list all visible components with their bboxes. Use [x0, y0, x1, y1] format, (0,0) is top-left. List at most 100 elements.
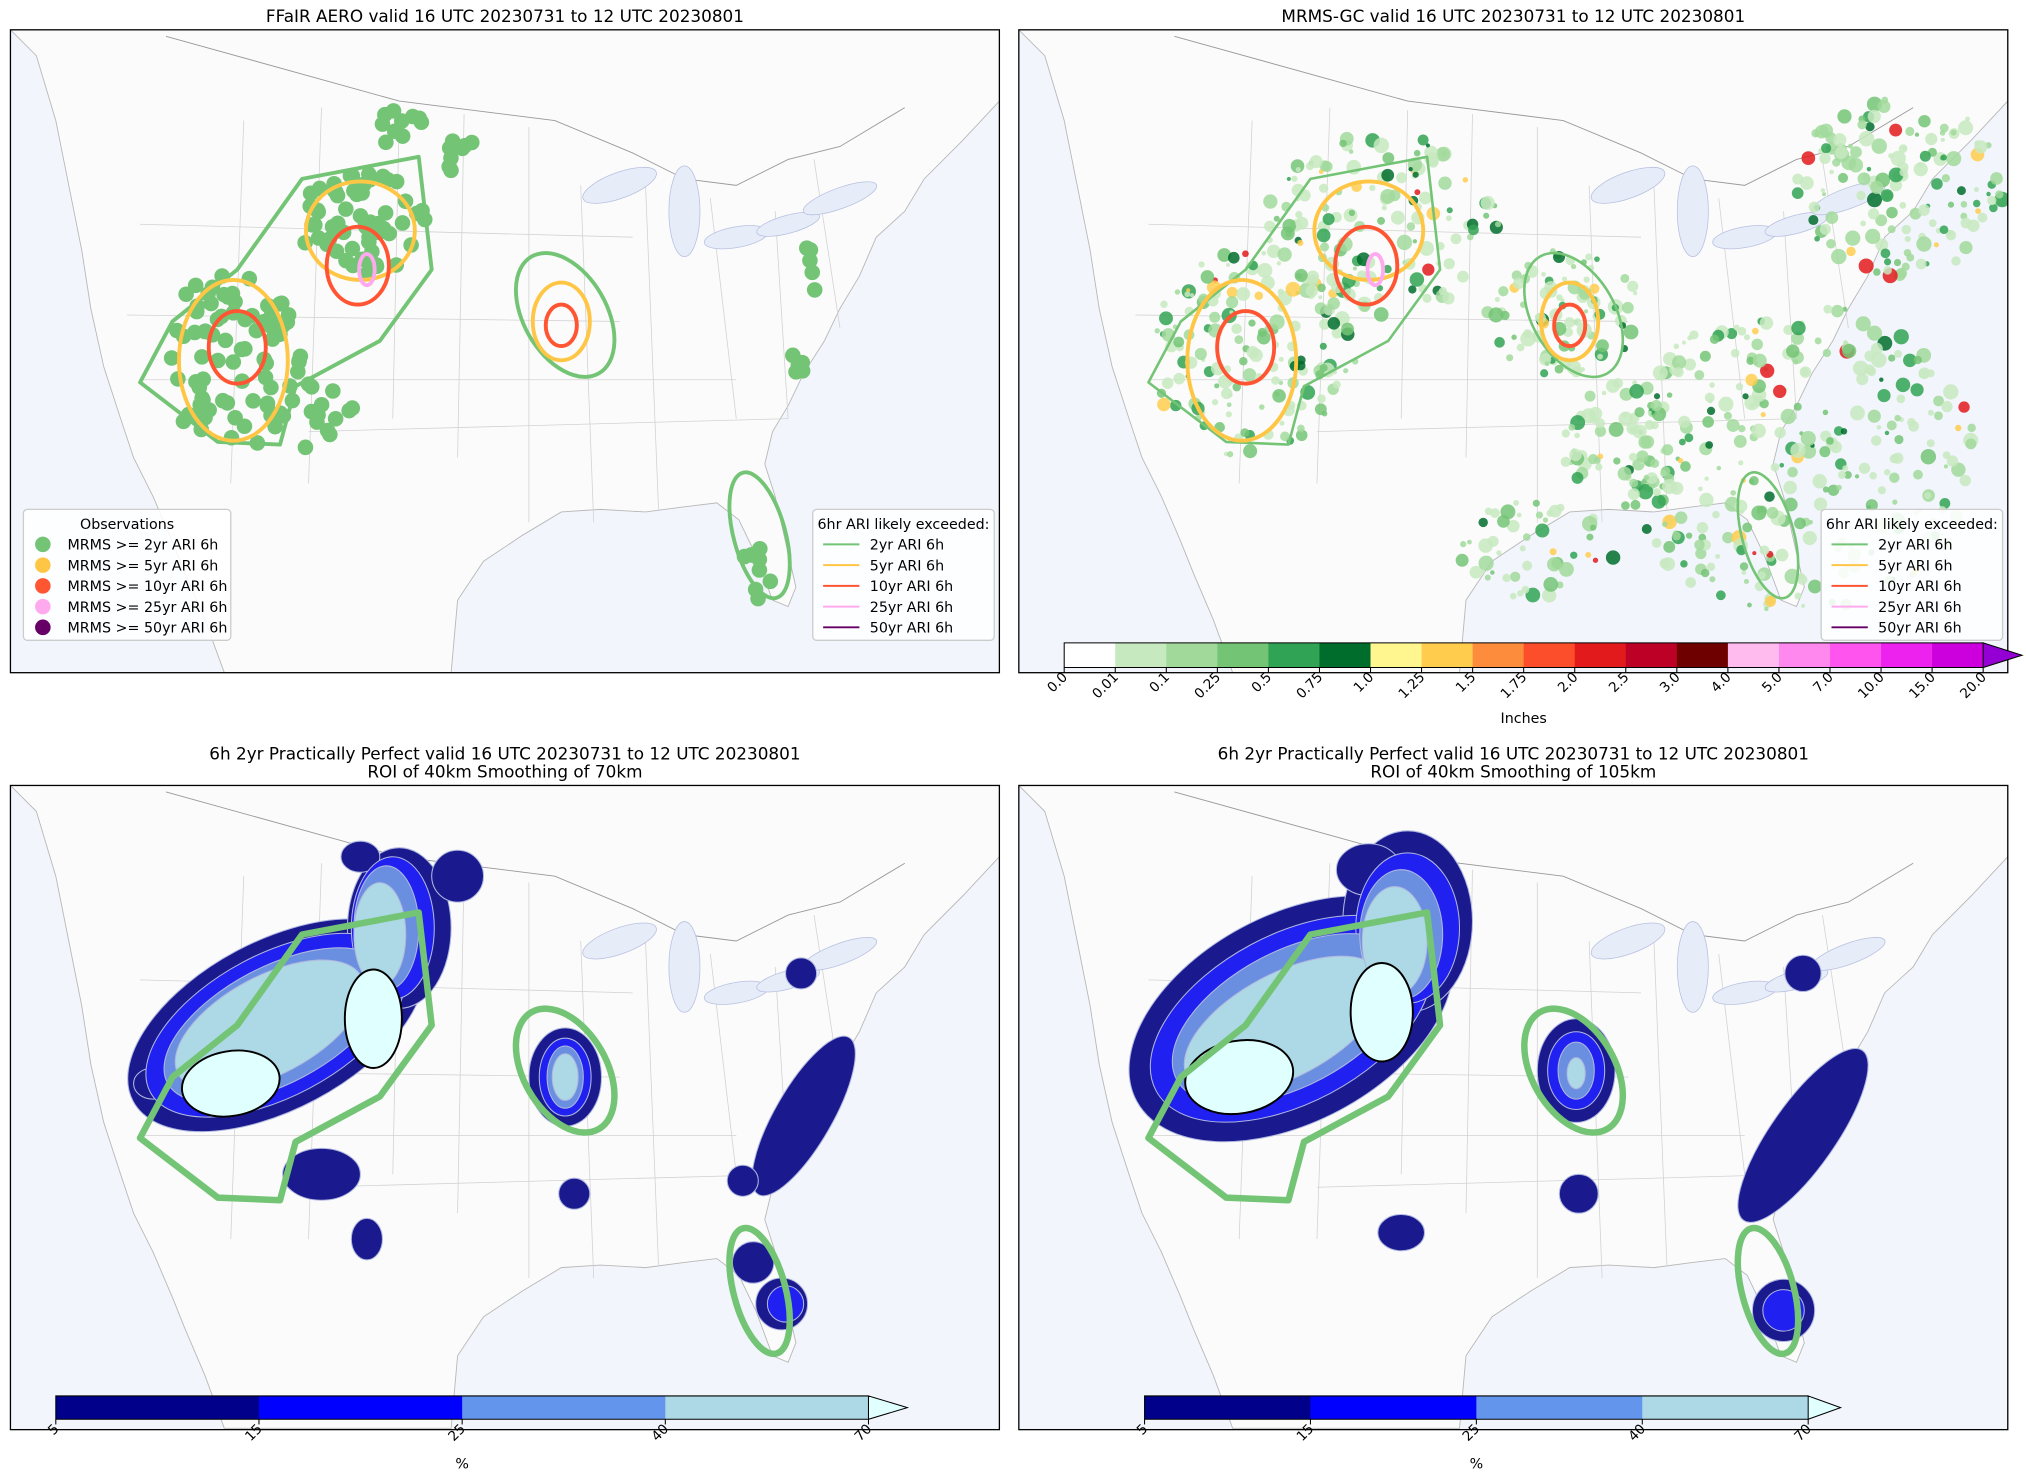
precip-cell — [1933, 242, 1939, 248]
observation — [259, 395, 276, 412]
precip-cell — [1496, 550, 1502, 556]
precip-cell — [1800, 176, 1814, 190]
precip-cell — [1764, 606, 1769, 612]
precip-cell — [1884, 258, 1892, 266]
precip-cell — [1605, 550, 1621, 565]
precip-cell — [1807, 579, 1822, 594]
precip-cell — [1814, 337, 1822, 345]
precip-cell — [1554, 364, 1564, 374]
precip-cell — [1877, 389, 1891, 403]
colorbar-bin — [1727, 642, 1780, 668]
precip-cell — [1494, 337, 1505, 348]
precip-cell — [1226, 402, 1232, 408]
precip-cell — [1295, 216, 1309, 230]
observation — [388, 173, 405, 190]
precip-cell — [1637, 484, 1654, 500]
precip-cell — [1892, 499, 1898, 505]
observation — [163, 350, 180, 366]
precip-cell — [1674, 511, 1688, 524]
precip-cell — [1644, 420, 1655, 430]
precip-cell — [1965, 116, 1970, 122]
precip-cell — [1414, 189, 1421, 196]
ari-contour — [1333, 224, 1400, 307]
land — [10, 29, 1000, 673]
precip-cell — [1634, 407, 1645, 418]
precip-cell — [1623, 324, 1639, 340]
precip-cell — [1559, 561, 1574, 577]
precip-cell — [1826, 437, 1834, 445]
observation — [370, 215, 386, 232]
precip-cell — [1264, 220, 1276, 232]
precip-cell — [1628, 452, 1638, 462]
precip-cell — [1570, 551, 1578, 559]
precip-cell — [1826, 239, 1836, 249]
precip-cell — [1734, 499, 1748, 513]
precip-cell — [1958, 401, 1970, 413]
panel-title: MRMS-GC valid 16 UTC 20230731 to 12 UTC … — [1281, 6, 1745, 26]
precip-cell — [1154, 328, 1160, 334]
precip-cell — [1650, 458, 1660, 469]
observation — [762, 573, 779, 590]
precip-cell — [1225, 411, 1232, 418]
state-border — [1783, 211, 1797, 419]
precip-cell — [1746, 356, 1755, 365]
precip-cell — [1889, 123, 1903, 137]
precip-cell — [1801, 151, 1816, 165]
observation — [302, 185, 319, 202]
colorbar-extend — [1807, 1395, 1843, 1421]
precip-cell — [1792, 173, 1804, 185]
precip-cell — [1269, 314, 1285, 330]
precip-cell — [1381, 205, 1387, 211]
legend-label: 25yr ARI 6h — [1878, 600, 1961, 616]
precip-cell — [1856, 190, 1866, 201]
precip-cell — [1907, 418, 1916, 427]
precip-cell — [1846, 246, 1856, 257]
precip-cell — [1928, 219, 1937, 228]
map-content — [10, 29, 1000, 673]
precip-cell — [1277, 247, 1292, 262]
probability-fill — [1737, 1047, 1869, 1223]
colorbar-label: Inches — [1501, 711, 1547, 727]
precip-cell — [1620, 273, 1630, 283]
precip-cell — [1989, 203, 1998, 213]
precip-cell — [1896, 267, 1907, 279]
precip-cell — [1864, 350, 1876, 362]
precip-cell — [1694, 539, 1705, 551]
precip-cell — [1331, 327, 1343, 339]
colorbar-bin — [1523, 642, 1576, 668]
precip-cell — [1956, 186, 1966, 196]
precip-cell — [1234, 335, 1244, 345]
precip-cell — [1295, 272, 1302, 280]
colorbar-bin — [1472, 642, 1525, 668]
observation — [225, 354, 242, 370]
observation — [394, 128, 411, 144]
map-frame — [1018, 29, 2009, 674]
colorbar-bin — [1476, 1395, 1643, 1420]
precip-cell — [1986, 191, 1991, 197]
observation — [303, 403, 320, 420]
precip-cell — [1737, 326, 1747, 336]
precip-cell — [1829, 169, 1834, 175]
precip-cell — [1352, 266, 1357, 271]
precip-cell — [1940, 137, 1945, 143]
precip-cell — [1641, 524, 1652, 534]
precip-cell — [1967, 423, 1976, 433]
colorbar-tick-label: 1.25 — [1396, 669, 1429, 702]
precip-cell — [1438, 287, 1448, 296]
precip-cell — [1321, 410, 1328, 417]
precip-cell — [1892, 452, 1904, 464]
precip-cell — [1561, 429, 1570, 438]
precip-cell — [1490, 570, 1495, 575]
precip-cell — [1647, 410, 1652, 415]
precip-cell — [1369, 184, 1376, 192]
precip-cell — [1819, 446, 1831, 458]
state-border — [457, 869, 465, 1214]
precip-cell — [1695, 547, 1707, 560]
precip-cell — [1920, 449, 1937, 465]
legend-title: 6hr ARI likely exceeded: — [1826, 517, 1998, 533]
precip-cell — [1680, 461, 1691, 472]
precip-cell — [1857, 172, 1871, 186]
precip-cell — [1481, 569, 1486, 574]
precip-cell — [1348, 149, 1354, 154]
